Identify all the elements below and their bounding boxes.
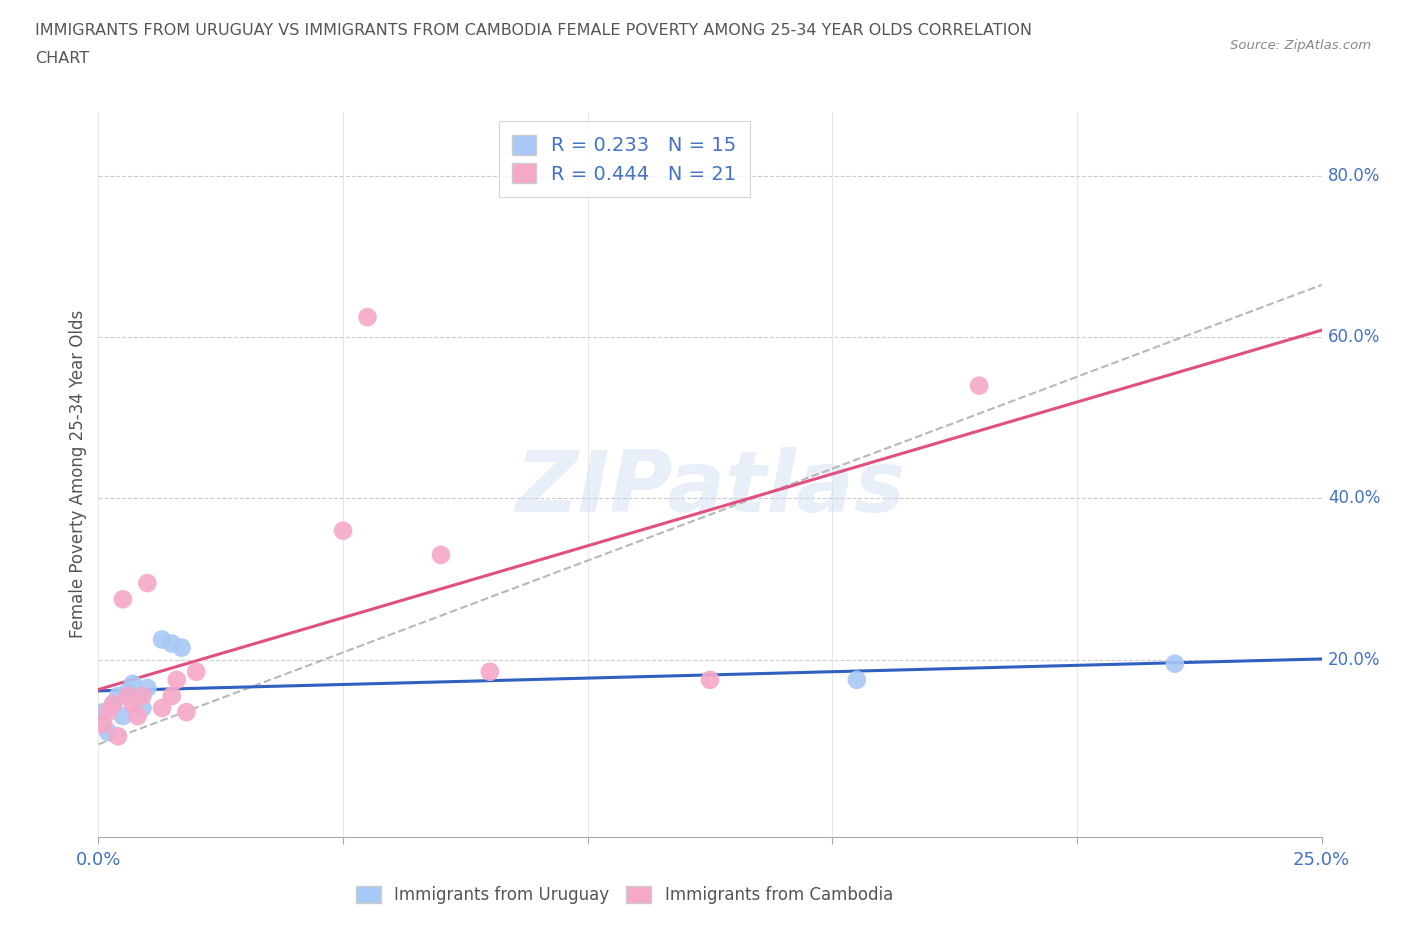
Text: 60.0%: 60.0% xyxy=(1327,328,1381,346)
Point xyxy=(101,697,124,711)
Point xyxy=(170,640,193,655)
Point xyxy=(111,709,134,724)
Point xyxy=(136,576,159,591)
Point xyxy=(97,705,120,720)
Point xyxy=(117,684,139,699)
Legend: Immigrants from Uruguay, Immigrants from Cambodia: Immigrants from Uruguay, Immigrants from… xyxy=(347,877,901,912)
Point xyxy=(160,636,183,651)
Point xyxy=(699,672,721,687)
Point xyxy=(186,664,208,679)
Text: CHART: CHART xyxy=(35,51,89,66)
Point xyxy=(356,310,378,325)
Point xyxy=(107,688,129,703)
Point xyxy=(166,672,188,687)
Point xyxy=(430,548,453,563)
Point xyxy=(101,697,124,711)
Text: 40.0%: 40.0% xyxy=(1327,489,1381,508)
Point xyxy=(150,700,173,715)
Point xyxy=(91,705,114,720)
Point xyxy=(967,379,990,393)
Point xyxy=(131,688,153,703)
Point xyxy=(97,724,120,739)
Point xyxy=(136,681,159,696)
Point xyxy=(1164,657,1187,671)
Text: 20.0%: 20.0% xyxy=(1327,651,1381,669)
Point xyxy=(332,524,354,538)
Text: IMMIGRANTS FROM URUGUAY VS IMMIGRANTS FROM CAMBODIA FEMALE POVERTY AMONG 25-34 Y: IMMIGRANTS FROM URUGUAY VS IMMIGRANTS FR… xyxy=(35,23,1032,38)
Point xyxy=(121,676,143,691)
Point xyxy=(111,591,134,606)
Point xyxy=(131,700,153,715)
Point xyxy=(160,688,183,703)
Point xyxy=(91,717,114,732)
Y-axis label: Female Poverty Among 25-34 Year Olds: Female Poverty Among 25-34 Year Olds xyxy=(69,311,87,638)
Point xyxy=(150,632,173,647)
Point xyxy=(127,709,149,724)
Point xyxy=(127,688,149,703)
Point xyxy=(121,697,143,711)
Point xyxy=(107,729,129,744)
Point xyxy=(478,664,501,679)
Text: Source: ZipAtlas.com: Source: ZipAtlas.com xyxy=(1230,39,1371,52)
Point xyxy=(845,672,868,687)
Point xyxy=(117,688,139,703)
Text: ZIPatlas: ZIPatlas xyxy=(515,447,905,530)
Text: 80.0%: 80.0% xyxy=(1327,167,1381,185)
Point xyxy=(176,705,198,720)
